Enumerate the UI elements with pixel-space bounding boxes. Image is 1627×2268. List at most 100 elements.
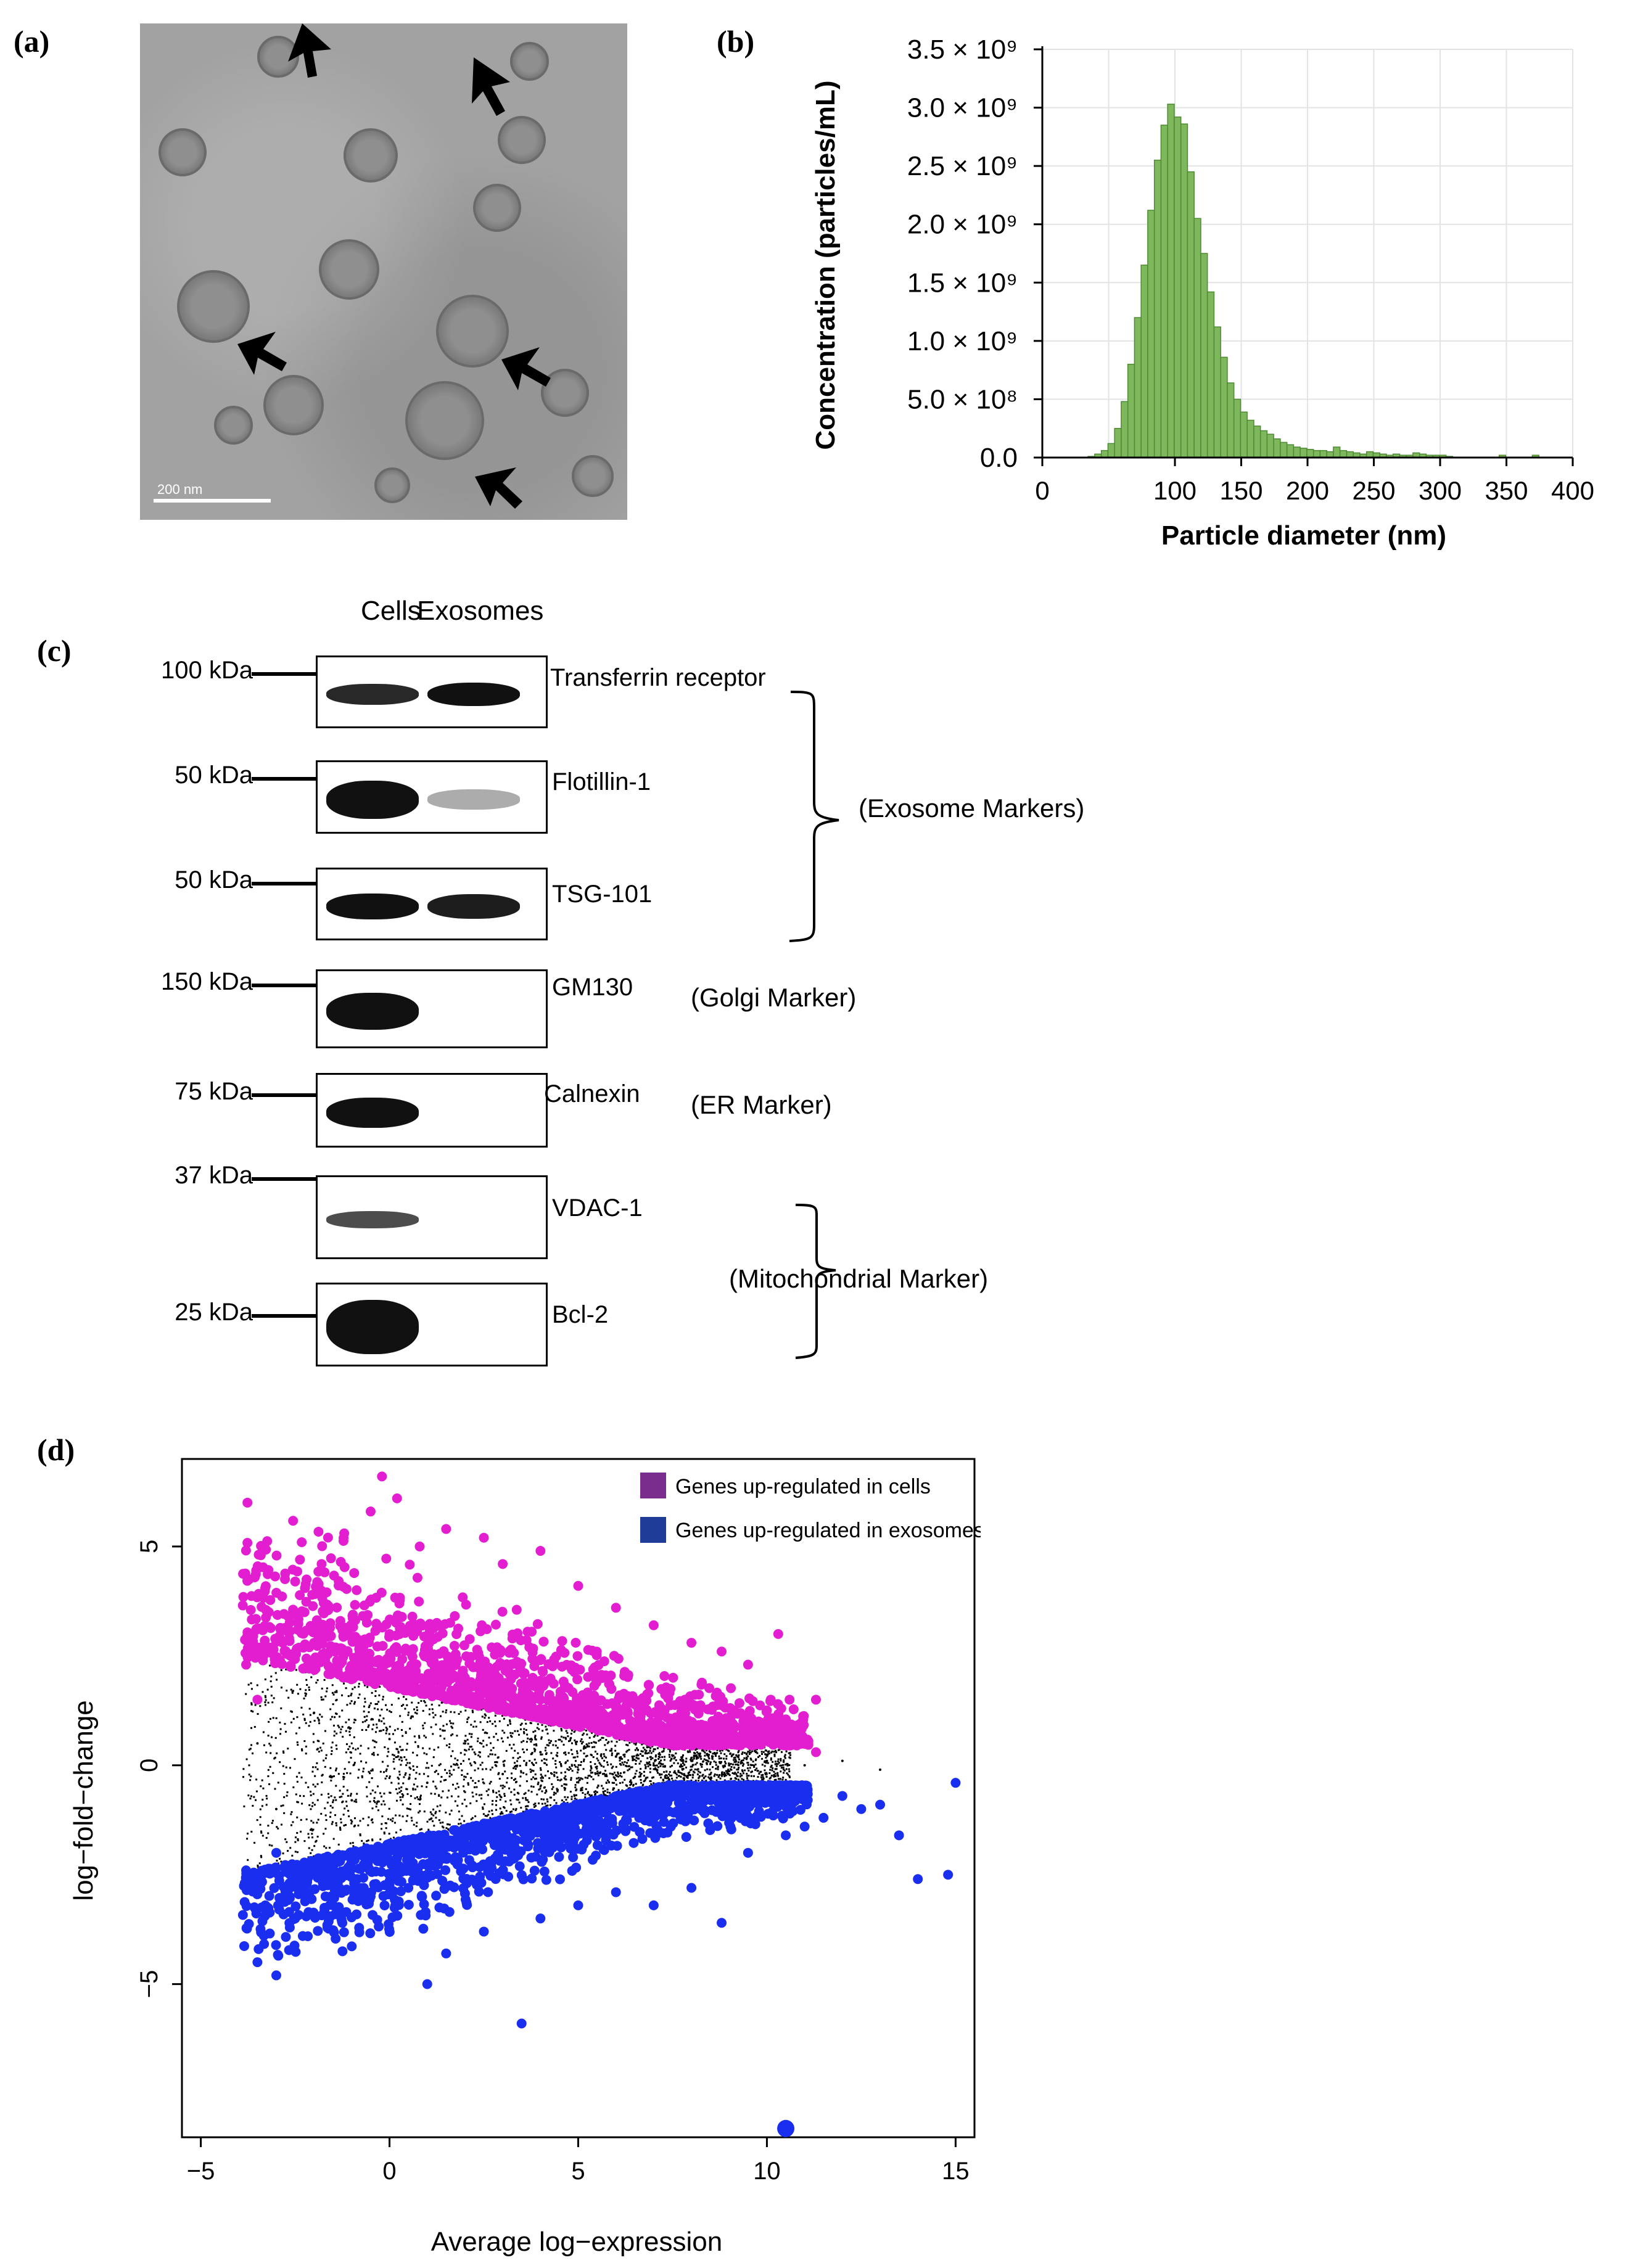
ns-point [307, 1786, 310, 1788]
ns-point [653, 1762, 655, 1764]
ns-point [694, 1768, 696, 1770]
ns-point [723, 1775, 726, 1777]
ns-point [542, 1777, 544, 1779]
ns-point [645, 1767, 647, 1770]
ns-point [279, 1733, 281, 1735]
ns-point [574, 1756, 576, 1759]
ns-point [372, 1724, 374, 1726]
ns-point [776, 1772, 779, 1774]
ns-point [410, 1803, 412, 1806]
ns-point [349, 1703, 352, 1705]
ns-point [780, 1759, 782, 1762]
ns-point [280, 1669, 282, 1672]
up-cells-point [251, 1625, 262, 1635]
up-exosomes-point [514, 1861, 525, 1872]
ns-point [414, 1778, 417, 1780]
ns-point [725, 1774, 727, 1777]
vesicle [177, 270, 250, 343]
ns-point [324, 1828, 327, 1830]
ns-point [513, 1793, 516, 1796]
ns-point [445, 1811, 447, 1814]
ns-point [686, 1777, 689, 1779]
ns-point [316, 1679, 319, 1682]
ns-point [749, 1767, 751, 1769]
ns-point [432, 1808, 435, 1810]
ns-point [563, 1777, 566, 1780]
ns-point [397, 1756, 399, 1758]
ns-point [272, 1717, 274, 1719]
ns-point [539, 1788, 542, 1790]
ns-point [256, 1819, 258, 1822]
up-cells-point [428, 1674, 439, 1684]
ns-point [451, 1750, 454, 1752]
ns-point [339, 1731, 342, 1733]
ns-point [627, 1787, 630, 1789]
ns-point [632, 1777, 635, 1780]
ns-point [503, 1806, 505, 1809]
ns-point [762, 1751, 765, 1753]
ns-point [611, 1752, 613, 1754]
ns-point [673, 1762, 675, 1764]
ns-point [582, 1732, 585, 1735]
ns-point [456, 1759, 459, 1762]
ns-point [541, 1724, 543, 1726]
ns-point [295, 1836, 297, 1839]
ns-point [283, 1812, 286, 1814]
up-cells-point [293, 1619, 303, 1629]
ns-point [530, 1778, 533, 1780]
ns-point [297, 1838, 299, 1841]
ns-point [680, 1772, 683, 1775]
ns-point [603, 1753, 605, 1756]
panel-label-d: (d) [37, 1432, 75, 1467]
ns-point [252, 1711, 254, 1713]
ns-point [354, 1825, 356, 1827]
ns-point [337, 1773, 340, 1775]
up-cells-point [464, 1634, 475, 1645]
ns-point [379, 1714, 381, 1717]
up-cells-point [295, 1590, 305, 1600]
ns-point [406, 1704, 408, 1706]
ns-point [771, 1750, 773, 1752]
ns-point [723, 1757, 725, 1760]
vesicle [214, 406, 253, 445]
ns-point [454, 1800, 456, 1802]
up-cells-point [400, 1643, 411, 1654]
ns-point [245, 1758, 248, 1761]
ns-point [488, 1782, 491, 1785]
ns-point [451, 1727, 453, 1729]
ns-point [525, 1764, 527, 1767]
ns-point [636, 1749, 639, 1751]
protein-label: Transferrin receptor [550, 664, 766, 691]
ns-point [531, 1752, 533, 1754]
ns-point [419, 1799, 421, 1801]
ns-point [256, 1684, 258, 1687]
ns-point [257, 1713, 259, 1715]
ns-point [638, 1772, 641, 1774]
ns-point [255, 1799, 257, 1801]
ns-point [443, 1779, 445, 1781]
ns-point [429, 1748, 431, 1750]
ns-point [473, 1751, 476, 1754]
ns-point [563, 1786, 566, 1789]
ns-point [602, 1791, 604, 1793]
ns-point [427, 1767, 430, 1769]
ns-point [715, 1755, 717, 1757]
ns-point [617, 1771, 619, 1773]
ns-point [519, 1785, 521, 1787]
mw-label: 100 kDa [161, 657, 253, 684]
ns-point [453, 1769, 455, 1771]
ns-point [556, 1755, 559, 1757]
ns-point [704, 1769, 706, 1772]
ns-point [296, 1780, 299, 1783]
ns-point [438, 1794, 440, 1796]
ns-point [606, 1791, 609, 1794]
ns-point [682, 1760, 684, 1762]
ns-point [321, 1715, 323, 1718]
ns-point [339, 1828, 342, 1831]
ns-point [771, 1769, 773, 1772]
ns-point [382, 1717, 385, 1720]
ns-point [306, 1683, 308, 1686]
ns-point [619, 1757, 621, 1760]
ns-point [252, 1804, 254, 1807]
ns-point [751, 1750, 754, 1752]
